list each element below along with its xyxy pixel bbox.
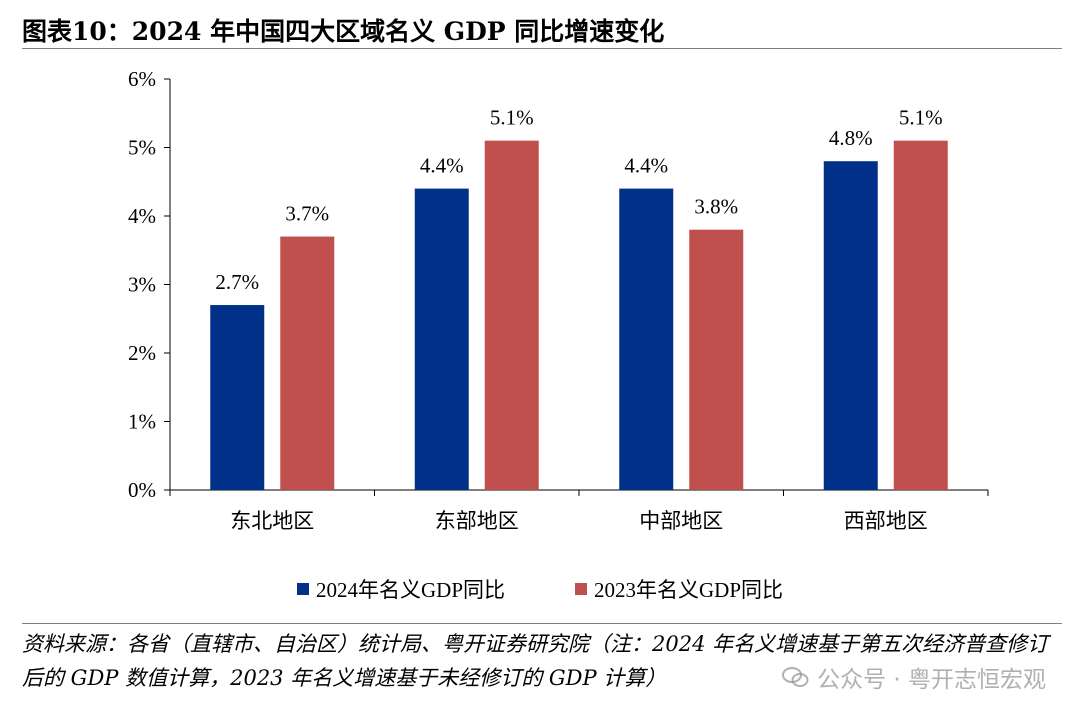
y-tick-label: 5% <box>128 136 156 160</box>
legend-swatch-2023 <box>575 583 587 595</box>
legend-item-2024: 2024年名义GDP同比 <box>296 574 505 604</box>
y-tick-label: 2% <box>128 341 156 365</box>
data-label: 5.1% <box>490 106 534 130</box>
legend-label-2024: 2024年名义GDP同比 <box>315 578 505 602</box>
bar-2024 <box>414 188 469 490</box>
data-label: 5.1% <box>899 106 943 130</box>
legend: 2024年名义GDP同比 2023年名义GDP同比 <box>0 574 1080 604</box>
data-label: 4.8% <box>829 126 873 150</box>
legend-item-2023: 2023年名义GDP同比 <box>575 574 783 604</box>
source-divider <box>22 623 1062 624</box>
bar-2023 <box>689 229 744 490</box>
data-label: 2.7% <box>215 270 259 294</box>
watermark-text: 公众号 · 粤开志恒宏观 <box>817 667 1046 693</box>
y-tick-label: 0% <box>128 478 156 502</box>
y-tick-label: 3% <box>128 273 156 297</box>
data-label: 3.8% <box>694 195 738 219</box>
legend-swatch-2024 <box>296 583 309 595</box>
bar-2023 <box>893 140 948 490</box>
source-note: 资料来源：各省（直辖市、自治区）统计局、粤开证券研究院（注：2024 年名义增速… <box>22 632 1049 690</box>
data-label: 4.4% <box>420 154 464 178</box>
x-tick-label: 中部地区 <box>639 509 723 533</box>
chart-title: 图表10：2024 年中国四大区域名义 GDP 同比增速变化 <box>22 17 665 46</box>
wechat-icon <box>782 667 809 687</box>
y-tick-label: 4% <box>128 204 156 228</box>
title-divider <box>22 48 1062 49</box>
x-tick-label: 西部地区 <box>844 509 928 533</box>
bar-2024 <box>823 161 878 490</box>
bar-2023 <box>280 236 335 490</box>
legend-label-2023: 2023年名义GDP同比 <box>594 578 784 602</box>
y-tick-label: 1% <box>128 410 156 434</box>
data-label: 3.7% <box>285 202 329 226</box>
bar-2024 <box>619 188 674 490</box>
bar-2023 <box>484 140 539 490</box>
x-tick-label: 东北地区 <box>230 509 314 533</box>
data-label: 4.4% <box>624 154 668 178</box>
y-tick-label: 6% <box>128 67 156 91</box>
bar-chart: 0% 1% 2% 3% 4% 5% 6% 东北地区 2.7% 3.7% 东部地区 4.4% 5.1% 中部… <box>128 67 989 533</box>
x-tick-label: 东部地区 <box>435 509 519 533</box>
bar-2024 <box>210 305 265 490</box>
watermark: 公众号 · 粤开志恒宏观 <box>781 660 1046 694</box>
